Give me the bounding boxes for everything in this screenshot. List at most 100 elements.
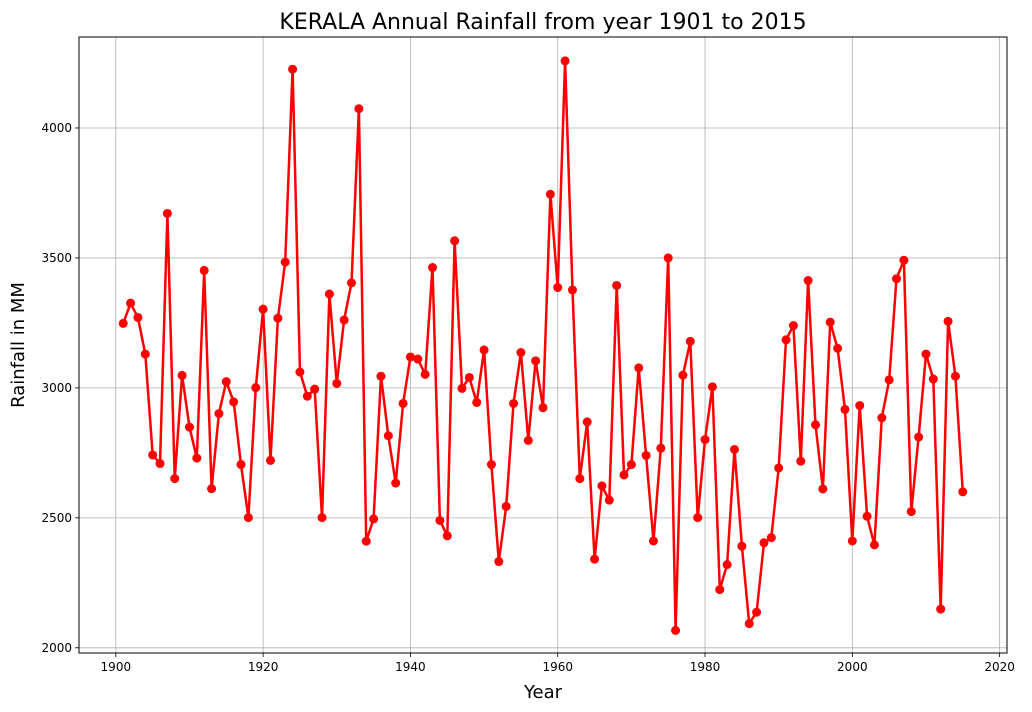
data-point <box>464 372 474 382</box>
data-point <box>509 398 519 408</box>
data-point <box>324 289 334 299</box>
data-point <box>855 401 865 411</box>
x-axis-label: Year <box>523 682 563 703</box>
x-tick-label: 2020 <box>984 660 1015 674</box>
y-tick-label: 4000 <box>41 121 72 135</box>
data-point <box>155 459 165 469</box>
data-point <box>604 495 614 505</box>
data-point <box>236 460 246 470</box>
chart-title: KERALA Annual Rainfall from year 1901 to… <box>279 10 806 35</box>
data-point <box>251 383 261 393</box>
data-point <box>265 455 275 465</box>
data-point <box>184 422 194 432</box>
data-point <box>428 263 438 273</box>
x-tick-label: 1920 <box>248 660 279 674</box>
data-point <box>553 283 563 293</box>
data-point <box>221 377 231 387</box>
data-point <box>840 404 850 414</box>
data-point <box>818 484 828 494</box>
data-point <box>737 541 747 551</box>
data-point <box>884 375 894 385</box>
data-point <box>663 253 673 263</box>
data-point <box>413 354 423 364</box>
data-point <box>479 345 489 355</box>
data-point <box>788 321 798 331</box>
data-point <box>126 298 136 308</box>
data-point <box>567 285 577 295</box>
data-point <box>273 313 283 323</box>
data-point <box>486 460 496 470</box>
x-tick-label: 1900 <box>101 660 132 674</box>
data-point <box>140 349 150 359</box>
data-point <box>170 474 180 484</box>
data-point <box>803 276 813 286</box>
data-point <box>685 336 695 346</box>
data-point <box>862 511 872 521</box>
data-point <box>781 335 791 345</box>
data-point <box>177 370 187 380</box>
data-point <box>678 370 688 380</box>
data-point <box>597 481 607 491</box>
data-point <box>914 432 924 442</box>
data-point <box>612 280 622 290</box>
data-point <box>332 378 342 388</box>
data-point <box>523 435 533 445</box>
data-point <box>339 315 349 325</box>
data-point <box>199 265 209 275</box>
plot-area-frame <box>78 36 1008 654</box>
data-point <box>950 371 960 381</box>
data-point <box>383 431 393 441</box>
data-point <box>280 257 290 267</box>
data-point <box>162 208 172 218</box>
data-point <box>958 487 968 497</box>
data-point <box>752 607 762 617</box>
data-point <box>531 356 541 366</box>
data-point <box>457 383 467 393</box>
data-point <box>641 450 651 460</box>
y-tick-label: 2000 <box>41 641 72 655</box>
data-point <box>648 536 658 546</box>
data-point <box>214 409 224 419</box>
data-point <box>148 450 158 460</box>
data-point <box>811 420 821 430</box>
data-point <box>229 397 239 407</box>
data-point <box>825 317 835 327</box>
grid-lines <box>79 37 1007 653</box>
data-point <box>928 374 938 384</box>
data-point <box>369 514 379 524</box>
data-point <box>405 352 415 362</box>
data-point <box>354 104 364 114</box>
data-point <box>560 56 570 66</box>
data-point <box>192 453 202 463</box>
data-point <box>943 316 953 326</box>
data-point <box>796 456 806 466</box>
data-point <box>656 443 666 453</box>
data-point <box>538 403 548 413</box>
data-point <box>759 538 769 548</box>
data-point <box>877 413 887 423</box>
data-point <box>729 444 739 454</box>
data-point <box>590 554 600 564</box>
data-point <box>634 363 644 373</box>
data-point <box>258 304 268 314</box>
y-axis-ticks: 2000 2500 3000 3500 4000 <box>41 121 79 655</box>
rainfall-data-points <box>118 56 968 635</box>
data-point <box>766 533 776 543</box>
data-point <box>582 417 592 427</box>
data-point <box>833 343 843 353</box>
data-point <box>899 255 909 265</box>
y-tick-label: 3500 <box>41 251 72 265</box>
data-point <box>906 507 916 517</box>
x-tick-label: 2000 <box>837 660 868 674</box>
data-point <box>847 536 857 546</box>
data-point <box>722 560 732 570</box>
data-point <box>347 278 357 288</box>
data-point <box>450 236 460 246</box>
data-point <box>435 515 445 525</box>
data-point <box>671 625 681 635</box>
data-point <box>243 513 253 523</box>
data-point <box>391 478 401 488</box>
data-point <box>133 312 143 322</box>
data-point <box>376 371 386 381</box>
x-tick-label: 1960 <box>542 660 573 674</box>
